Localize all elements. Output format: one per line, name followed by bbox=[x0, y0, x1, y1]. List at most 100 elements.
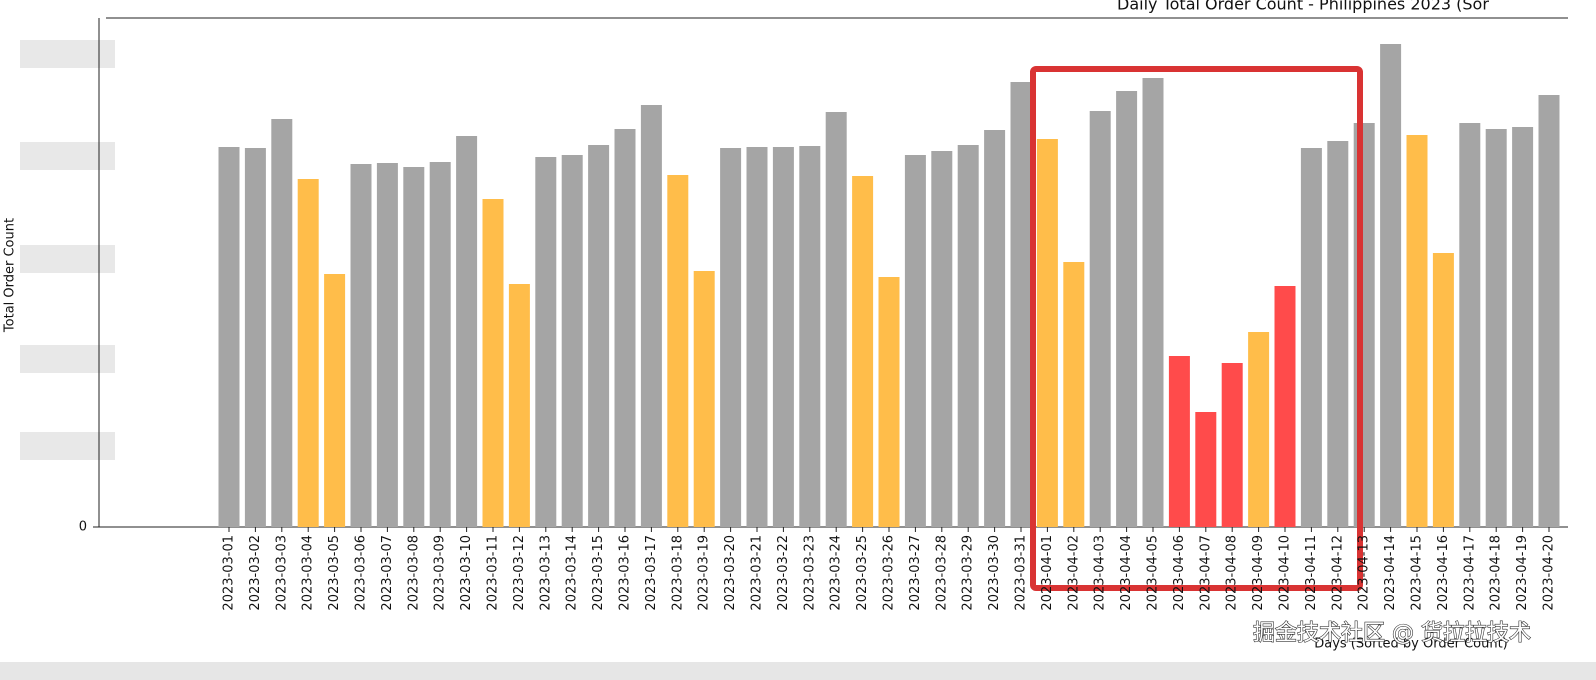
x-tick-label: 2023-03-28 bbox=[934, 535, 949, 611]
bar bbox=[1036, 139, 1058, 527]
x-tick-label: 2023-03-30 bbox=[987, 535, 1002, 611]
y-axis-label: Total Order Count bbox=[3, 218, 18, 333]
bar bbox=[376, 163, 398, 527]
blur bbox=[20, 245, 115, 273]
bar bbox=[508, 284, 530, 527]
x-tick-label: 2023-03-05 bbox=[327, 535, 342, 611]
x-tick-label: 2023-03-29 bbox=[961, 535, 976, 611]
blur bbox=[20, 345, 115, 373]
x-tick-label: 2023-03-13 bbox=[538, 535, 553, 611]
x-tick-label: 2023-04-09 bbox=[1251, 535, 1266, 611]
watermark: 掘金技术社区 @ 货拉拉技术 bbox=[1253, 621, 1531, 646]
x-tick-label: 2023-04-19 bbox=[1515, 535, 1530, 611]
bar bbox=[799, 146, 821, 527]
bar bbox=[271, 119, 293, 527]
x-tick-label: 2023-03-12 bbox=[512, 535, 527, 611]
bar bbox=[720, 148, 742, 527]
x-tick-label: 2023-03-14 bbox=[565, 535, 580, 611]
x-tick-label: 2023-03-08 bbox=[406, 535, 421, 611]
x-tick-label: 2023-04-04 bbox=[1119, 535, 1134, 611]
bar bbox=[244, 148, 266, 527]
x-tick-label: 2023-04-07 bbox=[1198, 535, 1213, 611]
bar bbox=[1380, 44, 1402, 527]
bar bbox=[1353, 123, 1375, 527]
bar bbox=[1432, 253, 1454, 527]
x-tick-label: 2023-03-26 bbox=[882, 535, 897, 611]
x-tick-label: 2023-04-10 bbox=[1278, 535, 1293, 611]
bar bbox=[1089, 111, 1111, 527]
x-tick-label: 2023-04-06 bbox=[1172, 535, 1187, 611]
bar bbox=[878, 277, 900, 527]
bar bbox=[535, 157, 557, 527]
bar bbox=[1248, 332, 1270, 527]
bar bbox=[984, 130, 1006, 527]
bar bbox=[324, 274, 346, 527]
bar bbox=[640, 105, 662, 527]
bar bbox=[403, 167, 425, 527]
bar bbox=[561, 155, 583, 527]
bar bbox=[297, 179, 319, 527]
blurred-labels bbox=[20, 40, 115, 460]
bar bbox=[1010, 82, 1032, 527]
bar bbox=[746, 147, 768, 527]
x-tick-label: 2023-03-02 bbox=[248, 535, 263, 611]
bar bbox=[1327, 141, 1349, 527]
x-tick-label: 2023-04-03 bbox=[1093, 535, 1108, 611]
bar bbox=[350, 164, 372, 527]
bar bbox=[1063, 262, 1085, 527]
bottom-strip bbox=[0, 662, 1596, 680]
bar bbox=[693, 271, 715, 527]
x-tick-label: 2023-04-02 bbox=[1066, 535, 1081, 611]
x-tick-label: 2023-03-01 bbox=[222, 535, 237, 611]
bar bbox=[1195, 412, 1217, 527]
x-tick-label: 2023-04-15 bbox=[1410, 535, 1425, 611]
x-tick-label: 2023-03-10 bbox=[459, 535, 474, 611]
x-tick-label: 2023-04-17 bbox=[1462, 535, 1477, 611]
x-tick-label: 2023-03-17 bbox=[644, 535, 659, 611]
bars bbox=[218, 44, 1560, 527]
bar bbox=[825, 112, 847, 527]
bar bbox=[772, 147, 794, 527]
bar bbox=[1168, 356, 1190, 527]
bar bbox=[1485, 129, 1507, 527]
bar bbox=[1512, 127, 1534, 527]
bar bbox=[482, 199, 504, 527]
x-tick-label: 2023-04-05 bbox=[1146, 535, 1161, 611]
x-tick-label: 2023-03-15 bbox=[591, 535, 606, 611]
x-tick-label: 2023-04-12 bbox=[1330, 535, 1345, 611]
blur bbox=[20, 142, 115, 170]
bar bbox=[667, 175, 689, 527]
x-tick-label: 2023-03-31 bbox=[1014, 535, 1029, 611]
x-tick-label: 2023-03-25 bbox=[855, 535, 870, 611]
x-tick-label: 2023-04-13 bbox=[1357, 535, 1372, 611]
x-tick-label: 2023-03-27 bbox=[908, 535, 923, 611]
chart-title: Daily Total Order Count - Philippines 20… bbox=[1117, 0, 1489, 14]
blur bbox=[20, 432, 115, 460]
bar bbox=[904, 155, 926, 527]
x-tick-label: 2023-03-23 bbox=[802, 535, 817, 611]
x-tick-label: 2023-04-20 bbox=[1542, 535, 1557, 611]
x-tick-label: 2023-03-21 bbox=[750, 535, 765, 611]
x-tick-label: 2023-03-09 bbox=[433, 535, 448, 611]
x-tick-label: 2023-04-16 bbox=[1436, 535, 1451, 611]
bar bbox=[1142, 78, 1164, 527]
bar bbox=[852, 176, 874, 527]
bar bbox=[1459, 123, 1481, 527]
x-tick-label: 2023-04-08 bbox=[1225, 535, 1240, 611]
y-tick-label: 0 bbox=[79, 520, 87, 535]
bar bbox=[614, 129, 636, 527]
bar bbox=[588, 145, 610, 527]
bar bbox=[429, 162, 451, 527]
bar bbox=[1538, 95, 1560, 527]
x-axis-label: Days (Sorted by Order Count) bbox=[1314, 637, 1508, 652]
bar bbox=[957, 145, 979, 527]
x-tick-label: 2023-03-24 bbox=[829, 535, 844, 611]
bar bbox=[1221, 363, 1243, 527]
bar bbox=[931, 151, 953, 527]
bar bbox=[1274, 286, 1296, 527]
x-tick-label: 2023-03-07 bbox=[380, 535, 395, 611]
bar bbox=[218, 147, 240, 527]
x-tick-label: 2023-03-04 bbox=[301, 535, 316, 611]
x-tick-label: 2023-03-19 bbox=[697, 535, 712, 611]
